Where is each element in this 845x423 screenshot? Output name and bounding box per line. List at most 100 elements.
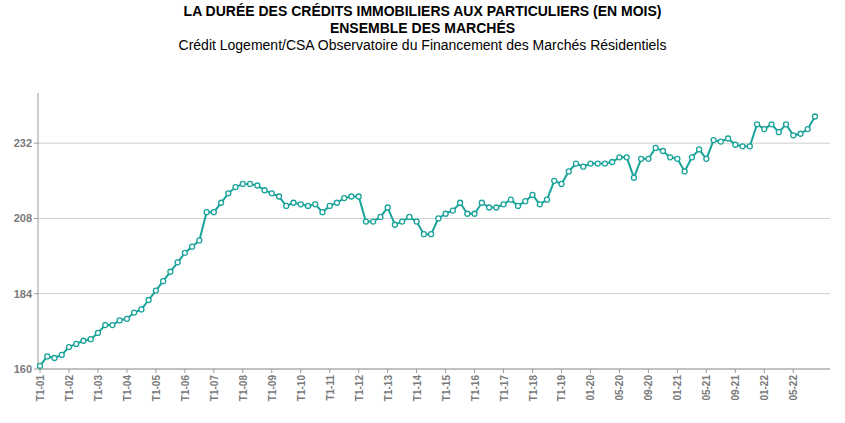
y-tick	[34, 369, 38, 370]
x-tick-label: T1-03	[93, 375, 104, 402]
x-tick	[329, 369, 330, 373]
marker	[646, 156, 651, 161]
x-tick-label: 01-20	[585, 375, 596, 401]
x-tick	[155, 369, 156, 373]
x-tick-label: T1-16	[470, 375, 481, 402]
y-tick-label: 184	[14, 288, 33, 300]
x-tick-label: 05-22	[788, 375, 799, 401]
marker	[255, 183, 260, 188]
marker	[653, 145, 658, 150]
marker	[284, 203, 289, 208]
marker	[718, 139, 723, 144]
marker	[588, 161, 593, 166]
marker	[88, 337, 93, 342]
x-tick	[242, 369, 243, 373]
marker	[805, 127, 810, 132]
marker	[233, 185, 238, 190]
marker	[110, 323, 115, 328]
x-tick-label: 09-20	[643, 375, 654, 401]
marker	[226, 191, 231, 196]
marker	[197, 238, 202, 243]
subtitle: ENSEMBLE DES MARCHÉS	[330, 20, 515, 36]
marker	[421, 232, 426, 237]
marker	[81, 338, 86, 343]
x-tick-label: T1-08	[238, 375, 249, 402]
marker	[573, 161, 578, 166]
marker	[385, 205, 390, 210]
y-tick-label: 232	[14, 137, 32, 149]
marker	[610, 160, 615, 165]
x-tick	[126, 369, 127, 373]
marker	[501, 202, 506, 207]
marker	[516, 203, 521, 208]
marker	[487, 205, 492, 210]
x-tick-label: 05-21	[701, 375, 712, 401]
marker	[139, 307, 144, 312]
x-tick	[40, 369, 41, 373]
marker	[472, 211, 477, 216]
marker	[726, 136, 731, 141]
marker	[624, 155, 629, 160]
x-tick	[706, 369, 707, 373]
marker	[523, 199, 528, 204]
marker	[269, 191, 274, 196]
marker	[182, 250, 187, 255]
x-tick	[358, 369, 359, 373]
title: LA DURÉE DES CRÉDITS IMMOBILIERS AUX PAR…	[184, 3, 662, 19]
marker	[581, 164, 586, 169]
x-tick-label: 05-20	[614, 375, 625, 401]
x-tick-label: T1-18	[528, 375, 539, 402]
marker	[704, 156, 709, 161]
marker	[59, 352, 64, 357]
x-tick	[445, 369, 446, 373]
y-tick-label: 208	[14, 212, 32, 224]
x-tick	[97, 369, 98, 373]
marker	[66, 345, 71, 350]
x-tick-label: T1-19	[556, 375, 567, 402]
y-tick-label: 160	[14, 363, 32, 375]
x-tick	[532, 369, 533, 373]
marker	[566, 169, 571, 174]
marker	[458, 200, 463, 205]
marker	[277, 194, 282, 199]
marker	[450, 208, 455, 213]
x-tick-label: 09-21	[730, 375, 741, 401]
marker	[124, 316, 129, 321]
grid-line	[38, 369, 830, 370]
marker	[349, 194, 354, 199]
marker	[378, 214, 383, 219]
marker	[631, 175, 636, 180]
marker	[334, 200, 339, 205]
marker	[798, 131, 803, 136]
y-tick	[34, 218, 38, 219]
marker	[697, 147, 702, 152]
marker	[356, 194, 361, 199]
x-axis	[38, 369, 830, 370]
plot-area	[38, 114, 818, 368]
x-tick-label: T1-09	[267, 375, 278, 402]
marker	[95, 330, 100, 335]
marker	[407, 214, 412, 219]
marker	[45, 354, 50, 359]
marker	[168, 269, 173, 274]
y-tick	[34, 293, 38, 294]
marker	[747, 144, 752, 149]
marker	[791, 133, 796, 138]
x-tick	[793, 369, 794, 373]
marker	[313, 202, 318, 207]
x-tick-label: T1-10	[296, 375, 307, 402]
x-tick-label: T1-17	[499, 375, 510, 402]
marker	[103, 323, 108, 328]
y-tick	[34, 143, 38, 144]
line	[40, 117, 815, 366]
x-tick	[764, 369, 765, 373]
x-tick	[590, 369, 591, 373]
marker	[429, 232, 434, 237]
x-tick-label: T1-07	[209, 375, 220, 402]
x-tick	[735, 369, 736, 373]
marker	[117, 318, 122, 323]
marker	[219, 200, 224, 205]
marker	[38, 363, 43, 368]
x-tick	[503, 369, 504, 373]
x-tick-label: 01-21	[672, 375, 683, 401]
